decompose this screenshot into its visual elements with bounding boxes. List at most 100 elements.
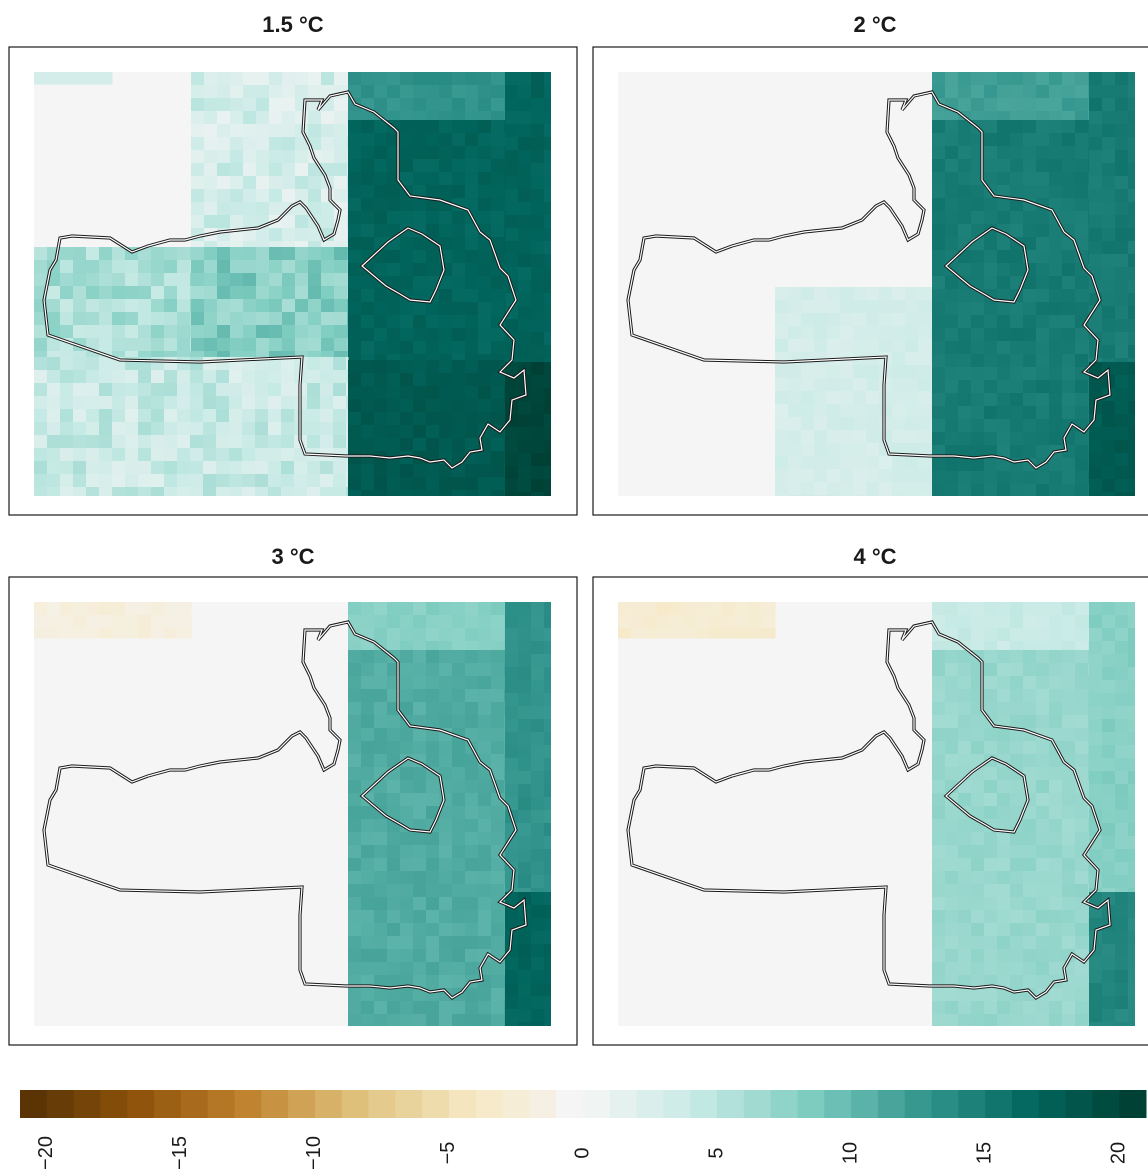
heatmap-cell <box>99 953 113 967</box>
heatmap-cell <box>631 215 645 229</box>
heatmap-cell <box>465 198 479 212</box>
heatmap-cell <box>348 910 362 924</box>
heatmap-cell <box>670 137 684 151</box>
heatmap-cell <box>203 979 217 993</box>
heatmap-cell <box>1010 133 1024 147</box>
heatmap-cell <box>505 996 519 1010</box>
heatmap-cell <box>229 849 243 863</box>
heatmap-cell <box>465 819 479 833</box>
heatmap-cell <box>544 440 551 454</box>
heatmap-cell <box>387 464 401 478</box>
heatmap-cell <box>670 810 684 824</box>
heatmap-cell <box>670 98 684 112</box>
heatmap-cell <box>34 693 48 707</box>
heatmap-cell <box>73 98 87 112</box>
heatmap-cell <box>255 888 269 902</box>
heatmap-cell <box>426 263 440 277</box>
heatmap-cell <box>86 176 100 190</box>
heatmap-cell <box>465 477 479 491</box>
heatmap-cell <box>491 302 505 316</box>
heatmap-cell <box>997 146 1011 160</box>
heatmap-cell <box>722 137 736 151</box>
heatmap-cell <box>1102 267 1116 281</box>
heatmap-cell <box>321 241 335 248</box>
heatmap-cell <box>47 615 61 629</box>
heatmap-cell <box>374 185 388 199</box>
heatmap-cell <box>151 901 165 915</box>
heatmap-cell <box>374 663 388 677</box>
heatmap-cell <box>138 758 152 772</box>
heatmap-cell <box>230 85 244 99</box>
heatmap-cell <box>439 858 453 872</box>
heatmap-cell <box>879 313 893 327</box>
heatmap-cell <box>774 176 788 190</box>
heatmap-cell <box>748 719 762 733</box>
heatmap-cell <box>307 719 321 733</box>
heatmap-cell <box>683 719 697 733</box>
heatmap-cell <box>190 461 204 475</box>
heatmap-cell <box>774 215 788 229</box>
heatmap-cell <box>505 163 519 177</box>
heatmap-cell <box>644 319 658 333</box>
heatmap-cell <box>644 189 658 203</box>
heatmap-cell <box>125 338 139 352</box>
heatmap-cell <box>945 198 959 212</box>
heatmap-cell <box>282 189 296 203</box>
heatmap-cell <box>491 399 505 413</box>
heatmap-cell <box>504 1001 506 1015</box>
heatmap-cell <box>426 185 440 199</box>
heatmap-cell <box>452 962 466 976</box>
heatmap-cell <box>827 365 841 379</box>
heatmap-cell <box>618 475 632 489</box>
heatmap-cell <box>478 172 492 186</box>
heatmap-cell <box>452 615 466 629</box>
heatmap-cell <box>361 360 375 374</box>
heatmap-cell <box>1036 367 1050 381</box>
heatmap-cell <box>151 797 165 811</box>
heatmap-cell <box>722 462 736 476</box>
heatmap-cell <box>243 72 257 86</box>
heatmap-cell <box>151 176 165 190</box>
heatmap-cell <box>230 189 244 203</box>
heatmap-cell <box>518 745 532 759</box>
heatmap-cell <box>531 427 545 441</box>
heatmap-cell <box>478 328 492 342</box>
heatmap-cell <box>1088 159 1090 173</box>
heatmap-cell <box>722 436 736 450</box>
heatmap-cell <box>505 241 519 255</box>
heatmap-cell <box>696 940 710 954</box>
heatmap-cell <box>191 286 205 300</box>
heatmap-cell <box>439 111 453 121</box>
heatmap-cell <box>439 767 453 781</box>
panel-title-3: 3 °C <box>271 544 315 569</box>
heatmap-cell <box>1062 263 1076 277</box>
heatmap-cell <box>426 198 440 212</box>
heatmap-cell <box>348 341 362 355</box>
heatmap-cell <box>177 247 191 261</box>
heatmap-cell <box>348 412 362 426</box>
heatmap-cell <box>1115 241 1129 255</box>
heatmap-cell <box>670 293 684 307</box>
heatmap-cell <box>1088 120 1090 134</box>
heatmap-cell <box>504 425 506 439</box>
heatmap-cell <box>709 475 723 489</box>
heatmap-cell <box>1023 367 1037 381</box>
heatmap-cell <box>348 1014 362 1026</box>
heatmap-cell <box>177 667 191 681</box>
heatmap-cell <box>984 111 998 121</box>
heatmap-cell <box>735 732 749 746</box>
heatmap-cell <box>852 241 866 255</box>
heatmap-cell <box>505 732 519 746</box>
heatmap-cell <box>413 871 427 885</box>
heatmap-cell <box>618 745 632 759</box>
heatmap-cell <box>801 456 815 470</box>
heatmap-cell <box>840 391 854 405</box>
heatmap-cell <box>452 741 466 755</box>
heatmap-cell <box>112 966 126 980</box>
heatmap-cell <box>452 806 466 820</box>
heatmap-cell <box>1115 267 1129 281</box>
heatmap-cell <box>112 901 126 915</box>
heatmap-cell <box>774 163 788 177</box>
heatmap-cell <box>544 836 551 850</box>
heatmap-cell <box>242 940 256 954</box>
